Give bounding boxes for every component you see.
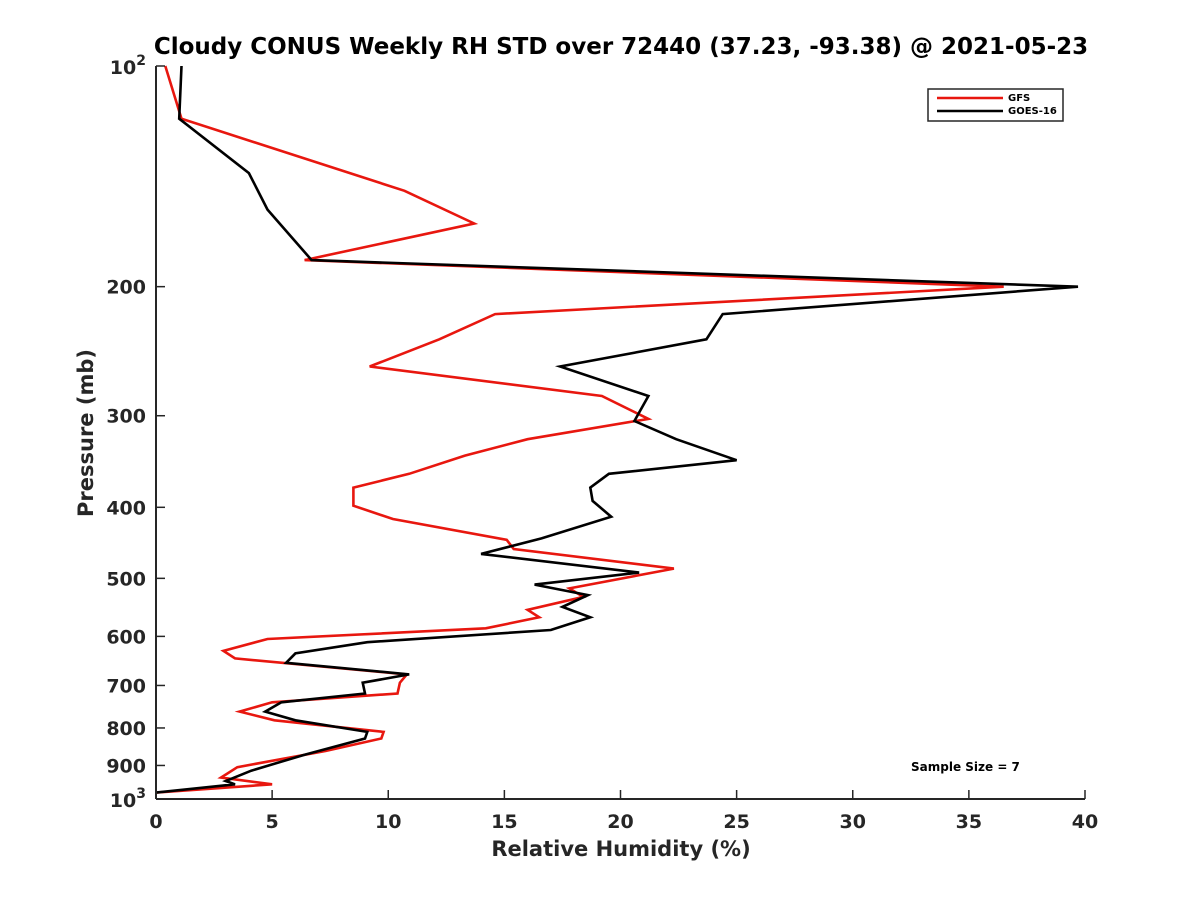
y-tick-label: 900 — [106, 755, 146, 777]
y-tick-label: 700 — [106, 675, 146, 697]
y-tick-label: 300 — [106, 406, 146, 428]
legend: GFS GOES-16 — [927, 88, 1064, 122]
x-tick-label: 40 — [1072, 811, 1098, 833]
y-tick-exponent: 3 — [136, 786, 146, 802]
y-axis-label: Pressure (mb) — [74, 349, 98, 517]
x-tick-label: 35 — [956, 811, 982, 833]
legend-box — [927, 88, 1064, 122]
legend-label-gfs: GFS — [1008, 93, 1030, 104]
y-tick-exponent: 2 — [136, 53, 146, 69]
plot-area — [156, 66, 1085, 799]
x-tick-label: 5 — [266, 811, 279, 833]
y-tick-label: 200 — [106, 277, 146, 299]
y-tick-label: 103 — [110, 786, 146, 812]
x-axis-label: Relative Humidity (%) — [491, 837, 750, 861]
series-layer — [155, 65, 1079, 794]
y-tick-label: 102 — [110, 53, 146, 79]
series-line-gfs — [155, 65, 1004, 794]
x-tick-label: 0 — [149, 811, 162, 833]
x-tick-label: 15 — [491, 811, 517, 833]
y-tick-base: 10 — [110, 57, 136, 79]
y-tick-base: 10 — [110, 790, 136, 812]
x-tick-label: 20 — [607, 811, 633, 833]
series-line-goes-16 — [155, 65, 1079, 794]
sample-size-annotation: Sample Size = 7 — [911, 760, 1020, 774]
y-tick-label: 400 — [106, 497, 146, 519]
x-tick-label: 10 — [375, 811, 401, 833]
x-axis: 0 5 10 15 20 25 30 35 40 — [149, 790, 1098, 833]
x-tick-label: 25 — [723, 811, 749, 833]
legend-label-goes16: GOES-16 — [1008, 106, 1057, 117]
chart-title: Cloudy CONUS Weekly RH STD over 72440 (3… — [154, 34, 1088, 60]
x-tick-label: 30 — [840, 811, 866, 833]
y-tick-label: 500 — [106, 568, 146, 590]
y-tick-label: 600 — [106, 626, 146, 648]
y-tick-label: 800 — [106, 718, 146, 740]
